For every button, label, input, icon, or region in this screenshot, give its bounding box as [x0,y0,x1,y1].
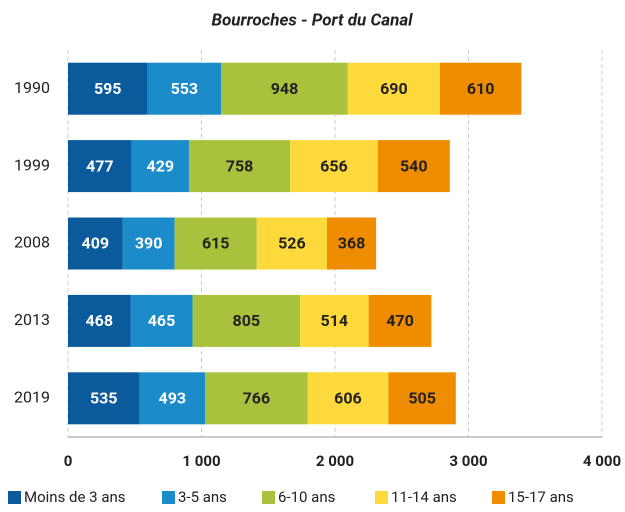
bar-segment [347,62,440,115]
bar-segment [139,372,206,425]
value-label: 514 [321,311,349,330]
value-label: 656 [320,156,348,175]
value-label: 553 [171,79,199,98]
value-label: 690 [380,79,408,98]
legend-swatch [8,491,21,504]
bar-segment [147,62,222,115]
value-label: 468 [85,311,113,330]
value-label: 615 [202,234,230,253]
value-label: 477 [86,156,114,175]
value-label: 526 [278,234,306,253]
bar-segment [188,140,291,193]
bar-segment [122,217,175,270]
bar-segment [326,217,377,270]
x-tick-label: 3 000 [449,452,487,470]
value-label: 805 [233,311,261,330]
x-tick-label: 1 000 [182,452,220,470]
bar-segment [130,294,193,347]
value-label: 409 [82,234,110,253]
bar-segment [68,217,123,270]
bar-segment [256,217,327,270]
value-label: 595 [94,79,122,98]
y-tick-label: 1999 [14,155,50,174]
bar-segment [377,140,450,193]
y-tick-label: 1990 [14,78,50,97]
legend-label: Moins de 3 ans [24,488,126,506]
value-label: 948 [271,79,299,98]
value-label: 540 [400,156,428,175]
x-tick-label: 2 000 [316,452,354,470]
value-label: 610 [467,79,495,98]
bar-segment [192,294,301,347]
bar-segment [68,372,140,425]
value-label: 758 [226,156,254,175]
bar-segment [388,372,456,425]
bar-segment [68,294,131,347]
legend-swatch [492,491,505,504]
y-tick-label: 2008 [14,233,50,252]
value-label: 429 [147,156,175,175]
bar-segment [68,62,148,115]
value-label: 535 [90,389,118,408]
value-label: 766 [243,389,271,408]
bar-segment [174,217,257,270]
legend-label: 15-17 ans [508,488,574,506]
bar-segment [307,372,389,425]
value-label: 493 [159,389,187,408]
legend-swatch [262,491,275,504]
x-tick-label: 4 000 [583,452,621,470]
bar-segment [300,294,369,347]
legend-label: 6-10 ans [278,488,335,506]
y-tick-label: 2013 [14,310,50,329]
bar-segment [68,140,132,193]
chart-title: Bourroches - Port du Canal [211,10,413,30]
legend-label: 3-5 ans [178,488,227,506]
bar-segment [221,62,348,115]
value-label: 606 [334,389,362,408]
bar-segment [290,140,378,193]
legend-swatch [162,491,175,504]
bar-segment [205,372,308,425]
legend-swatch [375,491,388,504]
bar-segment [368,294,432,347]
value-label: 368 [338,234,366,253]
value-label: 465 [148,311,176,330]
value-label: 505 [408,389,436,408]
x-tick-label: 0 [64,452,73,470]
bar-segment [439,62,522,115]
bar-segment [131,140,189,193]
y-tick-label: 2019 [14,388,50,407]
legend-label: 11-14 ans [391,488,457,506]
value-label: 390 [135,234,163,253]
value-label: 470 [386,311,414,330]
